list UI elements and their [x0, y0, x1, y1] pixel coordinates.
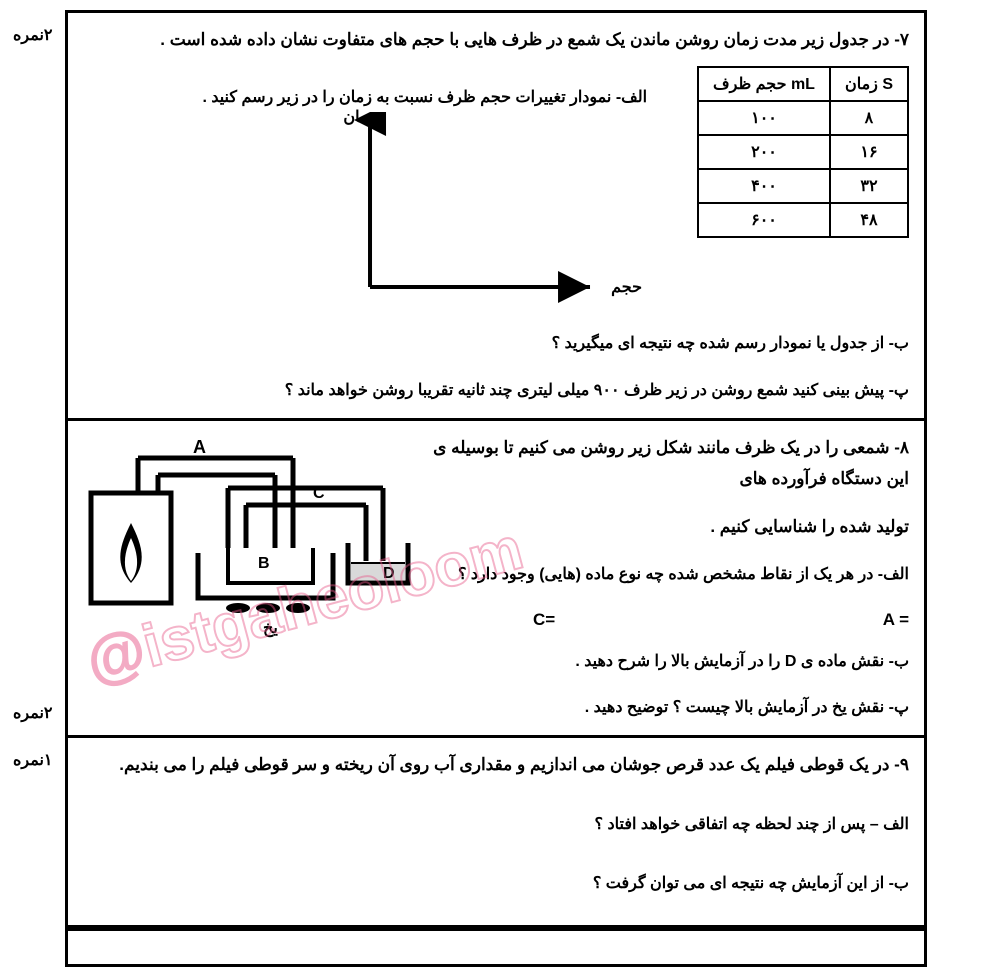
axis-y-label: زمان [343, 107, 376, 127]
question-9: ۱نمره ۹- در یک قوطی فیلم یک عدد قرص جوشا… [68, 738, 924, 928]
q9-text: - در یک قوطی فیلم یک عدد قرص جوشان می ان… [119, 755, 900, 774]
score-q7: ۲نمره [13, 25, 53, 45]
q9-prompt: ۹- در یک قوطی فیلم یک عدد قرص جوشان می ا… [83, 750, 909, 781]
label-ice: یخ [263, 620, 278, 638]
q7-prompt: ۷- در جدول زیر مدت زمان روشن ماندن یک شم… [83, 25, 909, 56]
q8-number: ۸ [900, 438, 909, 457]
label-D: D [383, 565, 395, 582]
eq-a: A = [883, 610, 909, 630]
table-row: ۱۰۰۸ [698, 101, 908, 135]
q7-number: ۷ [900, 30, 909, 49]
q8-part-c: پ- نقش یخ در آزمایش بالا چیست ؟ توضیح ده… [433, 694, 909, 723]
q8-part-a: الف- در هر یک از نقاط مشخص شده چه نوع ما… [433, 561, 909, 590]
table-row: ۶۰۰۴۸ [698, 203, 908, 237]
table-row: ۲۰۰۱۶ [698, 135, 908, 169]
q7-part-b: ب- از جدول یا نمودار رسم شده چه نتیجه ای… [83, 330, 909, 359]
eq-c: C= [533, 610, 555, 630]
data-table: حجم ظرف mL زمان S ۱۰۰۸ ۲۰۰۱۶ ۴۰۰۳۲ ۶۰۰۴۸ [697, 66, 909, 238]
q9-number: ۹ [900, 755, 909, 774]
chart-axes-svg [83, 112, 647, 312]
score-q9: ۱نمره [13, 750, 53, 770]
q7-part-c: پ- پیش بینی کنید شمع روشن در زیر ظرف ۹۰۰… [83, 377, 909, 406]
q7-text: - در جدول زیر مدت زمان روشن ماندن یک شمع… [160, 30, 900, 49]
question-8: ۸- شمعی را در یک ظرف مانند شکل زیر روشن … [68, 421, 924, 738]
apparatus-diagram: A B C D یخ [83, 433, 413, 633]
q8-prompt: ۸- شمعی را در یک ظرف مانند شکل زیر روشن … [433, 433, 909, 494]
bottom-partial: . [68, 928, 924, 964]
exam-page: ۲نمره ۷- در جدول زیر مدت زمان روشن ماندن… [65, 10, 927, 967]
label-A: A [193, 437, 206, 457]
axis-x-label: حجم [611, 277, 642, 297]
eq-row: A = C= [433, 610, 909, 630]
q9-part-b: ب- از این آزمایش چه نتیجه ای می توان گرف… [83, 870, 909, 899]
q7-row: الف- نمودار تغییرات حجم ظرف نسبت به زمان… [83, 66, 909, 313]
chart-area: زمان حجم [83, 112, 647, 312]
score-q8: ۲نمره [13, 703, 53, 723]
q9-part-a: الف – پس از چند لحظه چه اتفاقی خواهد افت… [83, 811, 909, 840]
th-volume: حجم ظرف mL [698, 67, 830, 101]
label-C: C [313, 485, 325, 502]
th-time: زمان S [830, 67, 908, 101]
label-B: B [258, 555, 270, 572]
q8-text: - شمعی را در یک ظرف مانند شکل زیر روشن م… [433, 438, 909, 488]
q8-part-b: ب- نقش ماده ی D را در آزمایش بالا را شرح… [433, 648, 909, 677]
table-row: ۴۰۰۳۲ [698, 169, 908, 203]
q8-text2: تولید شده را شناسایی کنیم . [433, 512, 909, 543]
question-7: ۲نمره ۷- در جدول زیر مدت زمان روشن ماندن… [68, 13, 924, 421]
